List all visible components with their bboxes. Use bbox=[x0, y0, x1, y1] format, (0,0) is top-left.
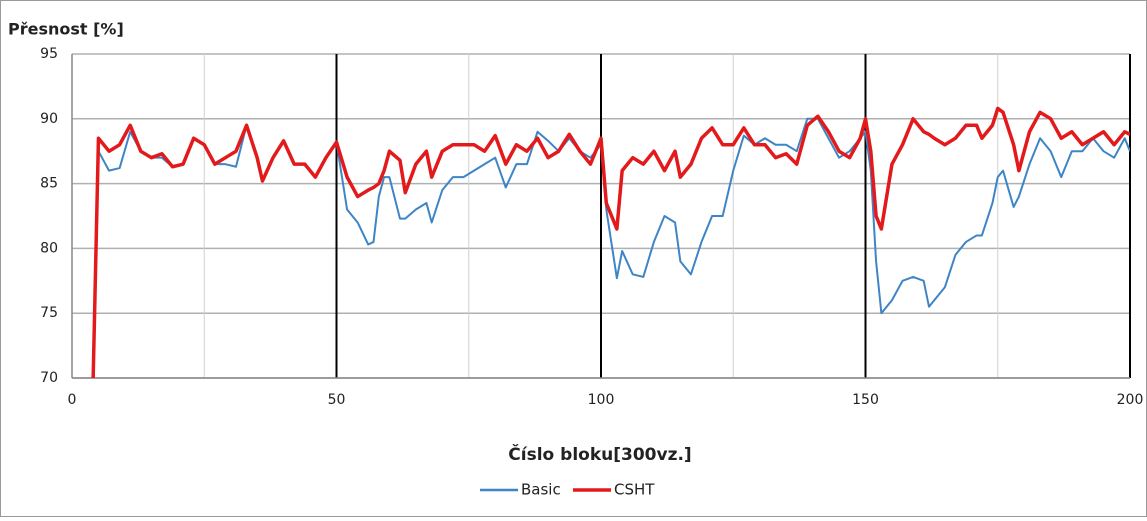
y-tick-label: 90 bbox=[40, 111, 58, 127]
legend-label: Basic bbox=[521, 481, 561, 499]
y-tick-label: 70 bbox=[40, 370, 58, 386]
series-line bbox=[91, 106, 1130, 378]
x-tick-label: 50 bbox=[328, 392, 346, 408]
y-tick-label: 85 bbox=[40, 176, 58, 192]
legend-label: CSHT bbox=[614, 481, 655, 499]
y-tick-label: 80 bbox=[40, 240, 58, 256]
x-tick-label: 200 bbox=[1117, 392, 1144, 408]
x-tick-label: 150 bbox=[852, 392, 879, 408]
x-tick-label: 100 bbox=[588, 392, 615, 408]
y-axis-title: Přesnost [%] bbox=[8, 20, 124, 39]
y-tick-label: 75 bbox=[40, 305, 58, 321]
y-tick-label: 95 bbox=[40, 46, 58, 62]
x-axis-title: Číslo bloku[300vz.] bbox=[508, 443, 691, 465]
x-tick-label: 0 bbox=[68, 392, 77, 408]
